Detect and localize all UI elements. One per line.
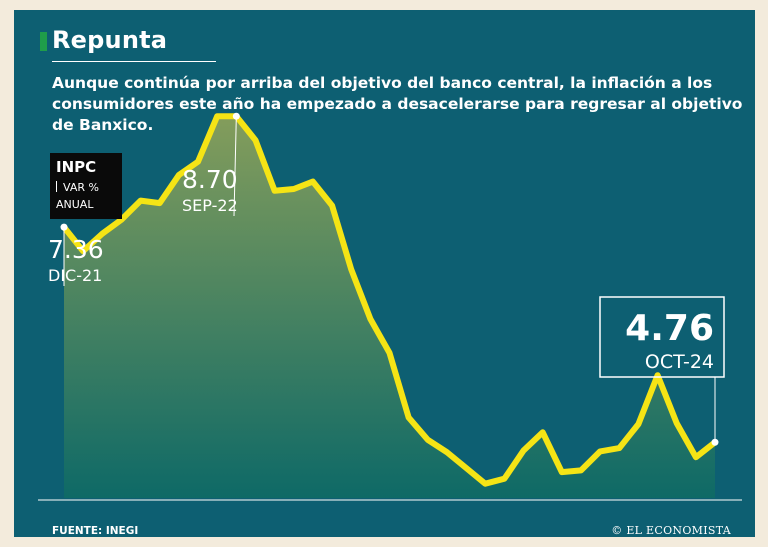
annotation-date-start: DIC-21 — [48, 266, 102, 285]
annotation-value-latest: 4.76 — [625, 308, 714, 349]
chart-title: Repunta — [52, 26, 168, 54]
title-accent-mark — [40, 32, 47, 51]
annotation-value-start: 7.36 — [48, 235, 104, 264]
annotation-date-latest: OCT-24 — [645, 351, 714, 373]
indicator-units: VAR % ANUAL — [56, 179, 120, 213]
annotation-date-peak: SEP-22 — [182, 196, 238, 215]
brand-name: EL ECONOMISTA — [626, 524, 731, 537]
chart-subtitle: Aunque continúa por arriba del objetivo … — [52, 74, 743, 134]
chart-card: Repunta Aunque continúa por arriba del o… — [14, 10, 755, 537]
annotation-value-peak: 8.70 — [182, 165, 238, 194]
brand-logo: © EL ECONOMISTA — [611, 524, 731, 537]
indicator-line2: ANUAL — [56, 198, 94, 211]
indicator-title: INPC — [56, 158, 97, 176]
latest-value-box — [599, 296, 725, 378]
annotation-dot-latest — [711, 438, 719, 446]
source-note: FUENTE: INEGI — [52, 525, 139, 537]
area-fill — [64, 116, 715, 498]
annotation-dot-start — [60, 223, 68, 231]
annotation-leader-peak — [233, 116, 237, 217]
title-underline — [52, 61, 216, 62]
indicator-label-box: INPC VAR % ANUAL — [50, 153, 122, 219]
indicator-bar — [56, 181, 57, 192]
annotation-dot-peak — [232, 112, 240, 120]
indicator-line1: VAR % — [63, 181, 99, 194]
